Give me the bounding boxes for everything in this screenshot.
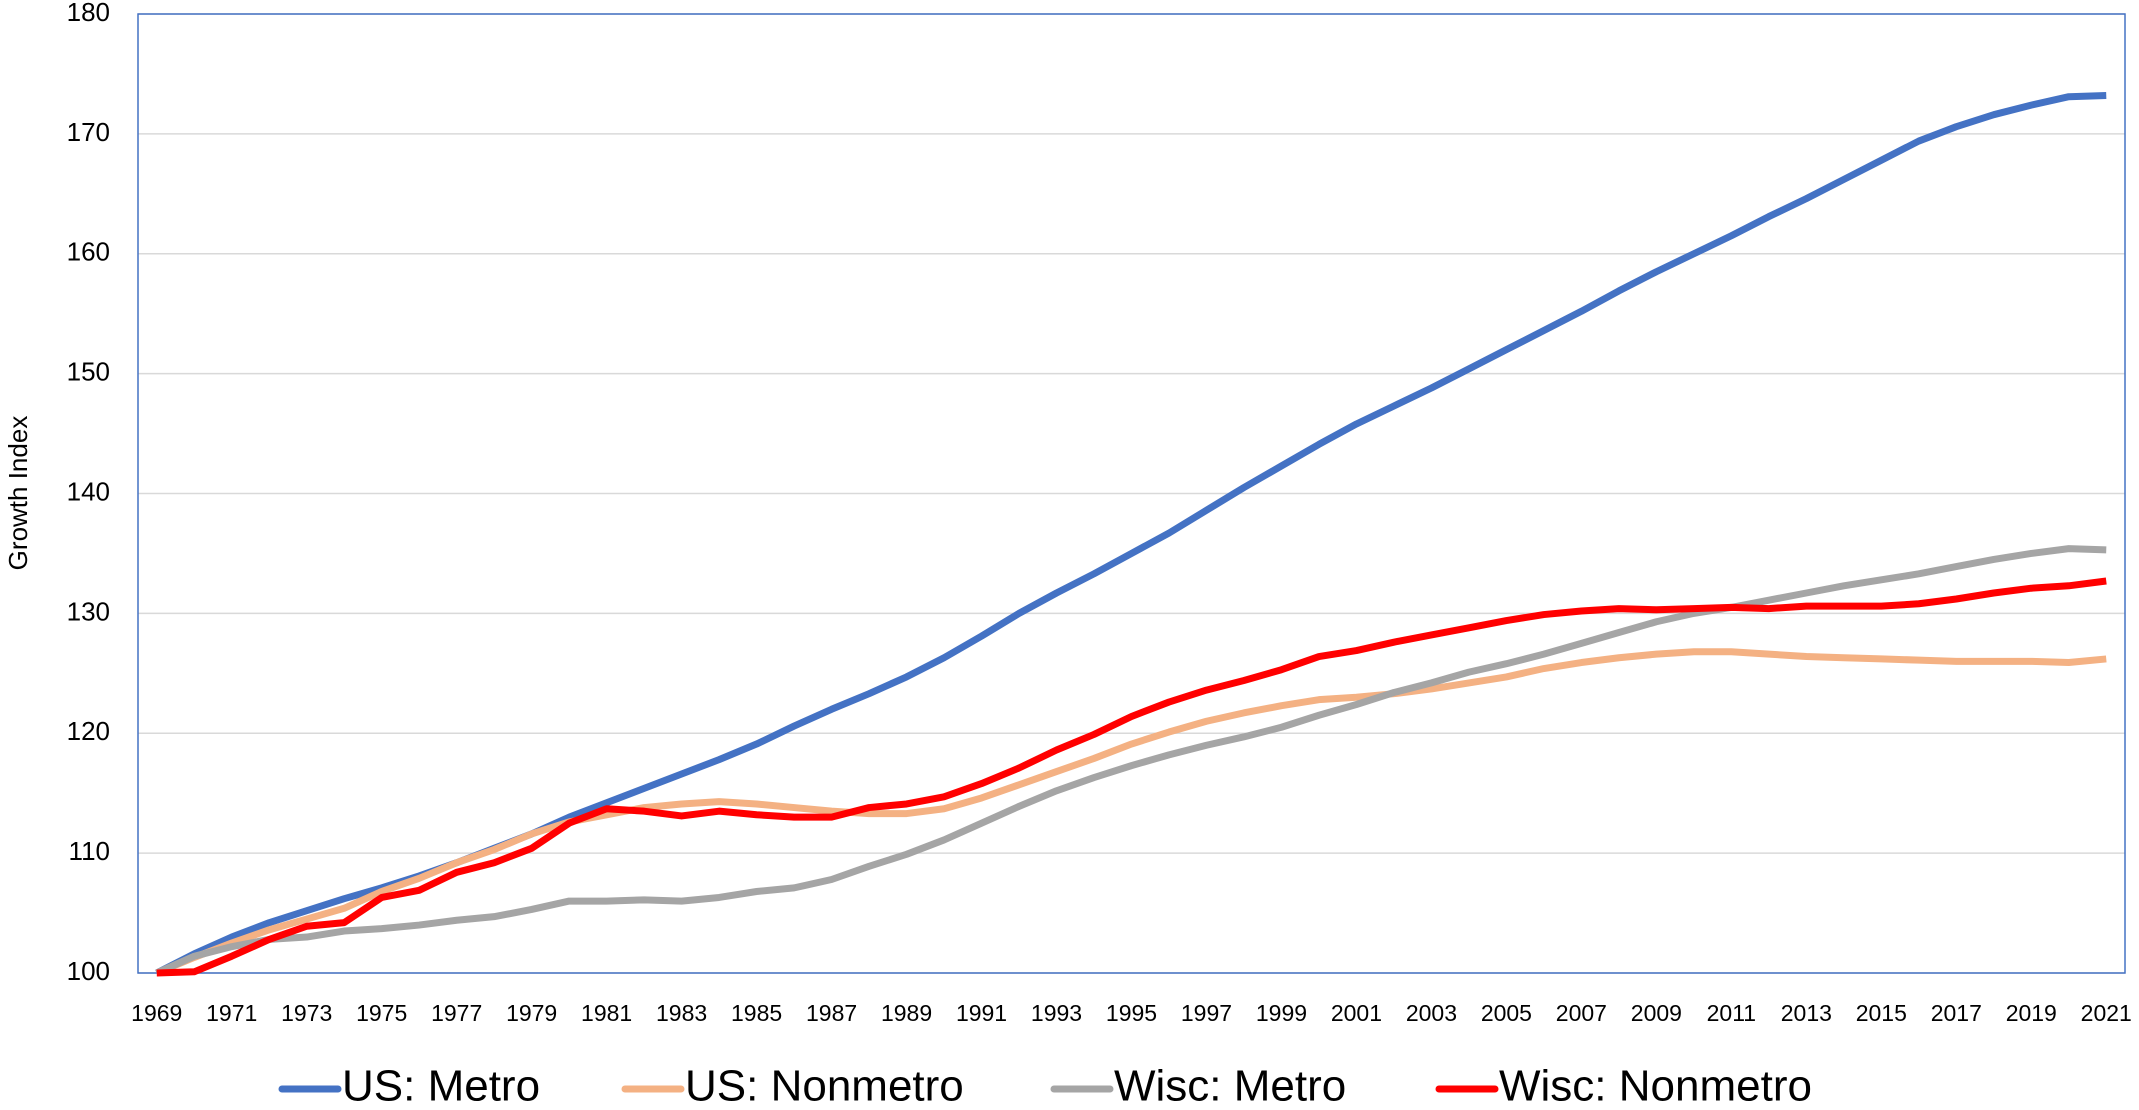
x-tick-label: 1993 xyxy=(1031,1000,1082,1026)
x-tick-label: 1979 xyxy=(506,1000,557,1026)
x-tick-label: 2011 xyxy=(1707,1000,1756,1026)
x-tick-label: 1999 xyxy=(1256,1000,1307,1026)
y-tick-label: 140 xyxy=(67,476,110,506)
legend-label: US: Metro xyxy=(342,1062,540,1110)
x-tick-label: 1969 xyxy=(131,1000,182,1026)
x-tick-label: 1987 xyxy=(806,1000,857,1026)
y-axis-label: Growth Index xyxy=(3,416,33,571)
x-tick-label: 1971 xyxy=(206,1000,257,1026)
x-tick-label: 1973 xyxy=(281,1000,332,1026)
series-line xyxy=(155,648,2107,977)
y-tick-label: 180 xyxy=(67,0,110,27)
y-tick-label: 170 xyxy=(67,117,110,147)
x-tick-label: 1983 xyxy=(656,1000,707,1026)
x-tick-label: 2015 xyxy=(1856,1000,1907,1026)
x-tick-label: 1985 xyxy=(731,1000,782,1026)
y-tick-label: 120 xyxy=(67,716,110,746)
series-line xyxy=(156,577,2107,977)
x-tick-label: 2013 xyxy=(1781,1000,1832,1026)
x-tick-label: 2009 xyxy=(1631,1000,1682,1026)
legend-label: Wisc: Metro xyxy=(1114,1062,1346,1110)
x-tick-label: 2003 xyxy=(1406,1000,1457,1026)
x-tick-label: 2021 xyxy=(2081,1000,2132,1026)
x-tick-label: 2001 xyxy=(1331,1000,1382,1026)
y-tick-label: 160 xyxy=(67,237,110,267)
x-tick-label: 1981 xyxy=(581,1000,632,1026)
x-tick-label: 1975 xyxy=(356,1000,407,1026)
x-tick-label: 2005 xyxy=(1481,1000,1532,1026)
plot-border xyxy=(137,13,2126,974)
legend-label: Wisc: Nonmetro xyxy=(1499,1062,1812,1110)
x-tick-label: 1997 xyxy=(1181,1000,1232,1026)
x-tick-label: 2019 xyxy=(2006,1000,2057,1026)
y-tick-label: 100 xyxy=(67,956,110,986)
x-tick-label: 1989 xyxy=(881,1000,932,1026)
y-tick-label: 130 xyxy=(67,596,110,626)
y-tick-label: 110 xyxy=(69,836,110,866)
series-line xyxy=(155,545,2107,977)
series-line xyxy=(155,92,2107,977)
x-tick-label: 1977 xyxy=(431,1000,482,1026)
x-tick-label: 1995 xyxy=(1106,1000,1157,1026)
legend-label: US: Nonmetro xyxy=(685,1062,964,1110)
x-tick-label: 2007 xyxy=(1556,1000,1607,1026)
x-tick-label: 2017 xyxy=(1931,1000,1982,1026)
x-tick-label: 1991 xyxy=(956,1000,1007,1026)
y-tick-label: 150 xyxy=(67,357,110,387)
